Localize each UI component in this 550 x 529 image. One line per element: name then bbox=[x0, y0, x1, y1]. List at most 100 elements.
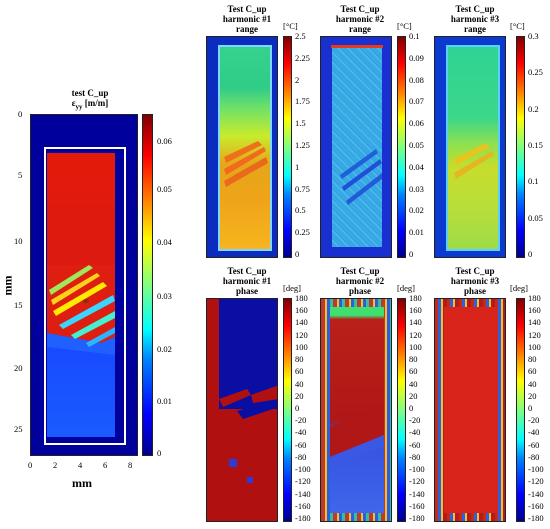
bottom-panel-2-map bbox=[320, 298, 392, 522]
colorbar-tick: 0 bbox=[409, 249, 414, 259]
title-line: Test C_up bbox=[227, 266, 267, 276]
bottom-panel-3-colorbar bbox=[516, 298, 525, 522]
colorbar-tick: 2.25 bbox=[295, 52, 310, 63]
colorbar-tick: 0 bbox=[528, 403, 533, 413]
title-line: harmonic #2 bbox=[335, 14, 385, 24]
colorbar-tick: 100 bbox=[528, 341, 541, 352]
title-line: range bbox=[236, 24, 258, 34]
colorbar-tick: 120 bbox=[295, 329, 308, 340]
colorbar-tick: 60 bbox=[409, 366, 418, 377]
colorbar-tick: -60 bbox=[528, 439, 540, 450]
colorbar-tick: 0.15 bbox=[528, 140, 543, 150]
title-line: range bbox=[464, 24, 486, 34]
bottom-panel-2-ticks: 180 160 140 120 100 80 60 40 20 0 -20 -40 -60 -80 -100… bbox=[409, 294, 439, 523]
colorbar-tick: -20 bbox=[295, 415, 307, 426]
top-panel-1-bands bbox=[224, 141, 268, 187]
colorbar-tick: 0 bbox=[295, 249, 300, 259]
colorbar-tick: 0 bbox=[528, 249, 533, 259]
colorbar-tick: -40 bbox=[528, 427, 540, 438]
colorbar-tick: -120 bbox=[528, 476, 544, 487]
colorbar-tick: 0.07 bbox=[409, 96, 424, 107]
bottom-panel-3-unit: [deg] bbox=[510, 283, 528, 293]
strain-cbar-tick: 0.01 bbox=[157, 396, 172, 406]
colorbar-tick: -60 bbox=[409, 439, 421, 450]
colorbar-tick: -60 bbox=[295, 439, 307, 450]
colorbar-tick: 20 bbox=[295, 390, 304, 401]
colorbar-tick: 40 bbox=[528, 378, 537, 389]
main-xtick: 2 bbox=[53, 460, 58, 470]
bottom-panel-1-title: Test C_up harmonic #1 phase bbox=[212, 266, 282, 296]
colorbar-tick: 40 bbox=[295, 378, 304, 389]
colorbar-tick: -140 bbox=[295, 488, 311, 499]
bottom-panel-1-ticks: 180 160 140 120 100 80 60 40 20 0 -20 -40 -60 -80 -100… bbox=[295, 293, 325, 523]
top-panel-2-map bbox=[320, 36, 392, 258]
colorbar-tick: 0.25 bbox=[295, 227, 310, 238]
top-panel-2-ticks: 0.1 0.09 0.08 0.07 0.06 0.05 0.04 0.03 0.02 0.01 0 bbox=[409, 32, 439, 259]
colorbar-tick: 80 bbox=[295, 354, 304, 365]
specimen-area bbox=[446, 45, 500, 251]
top-panel-3-ticks: 0.3 0.25 0.2 0.15 0.1 0.05 0 bbox=[528, 32, 550, 259]
bottom-panel-1-svg bbox=[207, 299, 277, 521]
main-x-label: mm bbox=[72, 476, 92, 490]
top-panel-2-title: Test C_up harmonic #2 range bbox=[325, 4, 395, 34]
specimen-area bbox=[332, 45, 382, 247]
strain-map bbox=[30, 114, 138, 456]
main-title-line1: test C_up bbox=[71, 88, 109, 98]
colorbar-tick: -140 bbox=[528, 488, 544, 499]
colorbar-tick: 180 bbox=[295, 293, 308, 303]
bottom-panel-1-map bbox=[206, 298, 278, 522]
colorbar-tick: -20 bbox=[409, 415, 421, 426]
colorbar-tick: 0.01 bbox=[409, 227, 424, 238]
colorbar-tick: 1.5 bbox=[295, 118, 306, 129]
title-line: Test C_up bbox=[340, 266, 380, 276]
colorbar-tick: 0 bbox=[295, 403, 300, 413]
main-ytick: 20 bbox=[14, 363, 23, 373]
top-panel-3-title: Test C_up harmonic #3 range bbox=[440, 4, 510, 34]
colorbar-tick: -100 bbox=[528, 464, 544, 475]
colorbar-tick: 160 bbox=[409, 305, 422, 316]
colorbar-tick: 0.05 bbox=[528, 212, 543, 223]
top-panel-2-bands bbox=[340, 149, 382, 205]
colorbar-tick: -40 bbox=[295, 427, 307, 438]
title-line: harmonic #2 bbox=[335, 276, 385, 286]
strain-cbar-tick: 0.05 bbox=[157, 184, 172, 194]
strain-cbar-tick: 0.06 bbox=[157, 136, 172, 146]
colorbar-tick: 120 bbox=[528, 329, 541, 340]
colorbar-tick: 100 bbox=[295, 341, 308, 352]
title-line: phase bbox=[463, 286, 486, 296]
colorbar-tick: 100 bbox=[409, 341, 422, 352]
bottom-panel-3-map bbox=[434, 298, 506, 522]
bottom-panel-1-unit: [deg] bbox=[283, 283, 301, 293]
colorbar-tick: -120 bbox=[409, 476, 425, 487]
title-line: harmonic #1 bbox=[222, 14, 272, 24]
colorbar-tick: 40 bbox=[409, 378, 418, 389]
colorbar-tick: -80 bbox=[528, 451, 540, 462]
top-panel-2-unit: [°C] bbox=[397, 21, 412, 31]
colorbar-tick: -180 bbox=[295, 513, 311, 523]
colorbar-tick: 0.75 bbox=[295, 183, 310, 194]
colorbar-tick: 180 bbox=[528, 293, 541, 303]
colorbar-tick: 0.1 bbox=[528, 176, 539, 187]
colorbar-tick: 0.2 bbox=[528, 103, 539, 114]
colorbar-tick: -180 bbox=[409, 513, 425, 523]
colorbar-tick: -160 bbox=[295, 500, 311, 511]
colorbar-tick: 60 bbox=[295, 366, 304, 377]
colorbar-tick: 20 bbox=[409, 390, 418, 401]
top-panel-2-colorbar bbox=[397, 36, 406, 258]
colorbar-tick: 160 bbox=[295, 305, 308, 316]
colorbar-tick: -180 bbox=[528, 513, 544, 523]
strain-cbar-tick: 0.03 bbox=[157, 291, 172, 301]
bottom-panel-1-colorbar bbox=[283, 298, 292, 522]
bottom-panel-2-title: Test C_up harmonic #2 phase bbox=[325, 266, 395, 296]
colorbar-tick: 80 bbox=[409, 354, 418, 365]
bottom-panel-2-unit: [deg] bbox=[397, 283, 415, 293]
colorbar-tick: -100 bbox=[295, 464, 311, 475]
top-panel-1-colorbar bbox=[283, 36, 292, 258]
colorbar-tick: -40 bbox=[409, 427, 421, 438]
colorbar-tick: 0.03 bbox=[409, 183, 424, 194]
main-title-line2: εyy [m/m] bbox=[40, 98, 140, 112]
top-edge-band bbox=[331, 45, 383, 48]
main-xtick: 0 bbox=[28, 460, 33, 470]
colorbar-tick: 1 bbox=[295, 161, 300, 172]
title-line: Test C_up bbox=[455, 4, 495, 14]
